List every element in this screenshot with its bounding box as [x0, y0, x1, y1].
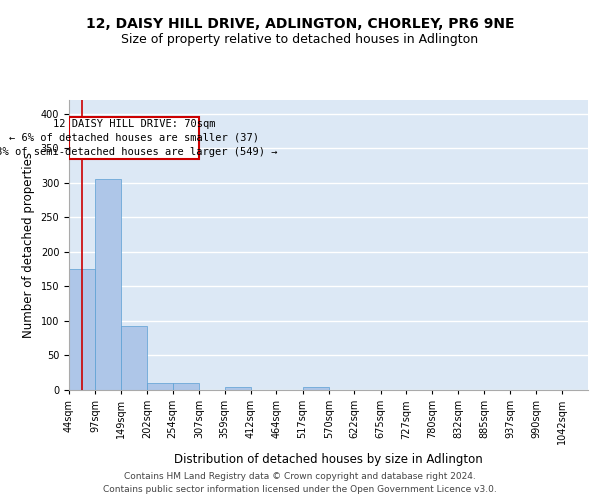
Bar	[95, 180, 121, 390]
Y-axis label: Number of detached properties: Number of detached properties	[22, 152, 35, 338]
X-axis label: Distribution of detached houses by size in Adlington: Distribution of detached houses by size …	[174, 452, 483, 466]
Bar	[147, 383, 173, 390]
Bar	[121, 326, 147, 390]
Bar	[224, 387, 251, 390]
Bar	[69, 269, 95, 390]
Text: Contains HM Land Registry data © Crown copyright and database right 2024.
Contai: Contains HM Land Registry data © Crown c…	[103, 472, 497, 494]
Text: 12, DAISY HILL DRIVE, ADLINGTON, CHORLEY, PR6 9NE: 12, DAISY HILL DRIVE, ADLINGTON, CHORLEY…	[86, 18, 514, 32]
Text: Size of property relative to detached houses in Adlington: Size of property relative to detached ho…	[121, 32, 479, 46]
Bar	[302, 387, 329, 390]
Text: 12 DAISY HILL DRIVE: 70sqm
← 6% of detached houses are smaller (37)
93% of semi-: 12 DAISY HILL DRIVE: 70sqm ← 6% of detac…	[0, 119, 278, 157]
Bar	[173, 383, 199, 390]
Bar	[69, 118, 199, 158]
